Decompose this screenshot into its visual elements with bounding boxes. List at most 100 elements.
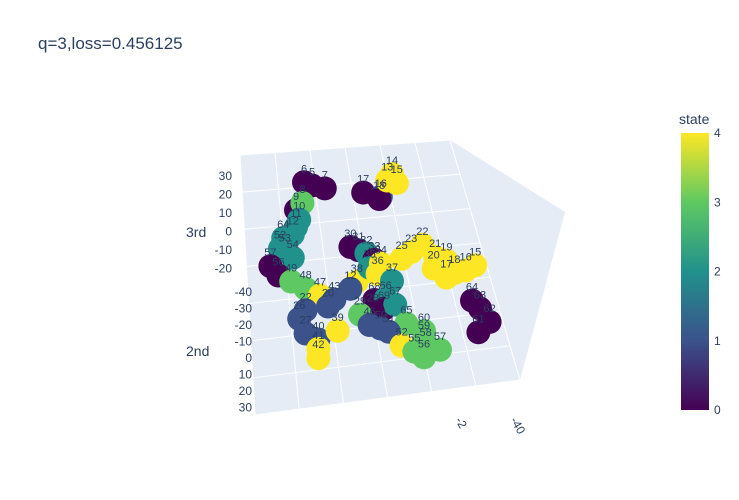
y-tick-label: 20 (239, 384, 253, 398)
data-point (367, 187, 392, 211)
point-label: 28 (367, 292, 379, 304)
point-label: 63 (474, 289, 486, 301)
point-label: 35 (363, 249, 375, 261)
point-label: 60 (418, 312, 430, 324)
z-tick-label: -20 (215, 262, 233, 276)
point-label: 59 (418, 320, 430, 332)
point-label: 10 (293, 201, 305, 213)
point-label: 11 (290, 208, 301, 220)
point-label: 46 (363, 306, 375, 318)
point-label: 51 (383, 313, 395, 325)
y-tick-label: -30 (235, 302, 253, 316)
x-tick-label: -2 (452, 415, 470, 432)
point-label: 57 (434, 331, 446, 343)
data-point (325, 318, 350, 343)
point-label: 15 (469, 246, 481, 258)
point-label: 50 (375, 310, 387, 322)
point-label: 22 (299, 291, 311, 303)
y-tick-label: -20 (235, 318, 253, 332)
point-label: 29 (354, 296, 366, 308)
point-label: 25 (395, 240, 407, 252)
point-label: 13 (381, 162, 393, 174)
point-label: 56 (418, 338, 430, 350)
point-label: 21 (429, 238, 441, 250)
point-label: 54 (287, 239, 299, 251)
floor-pane (255, 140, 565, 415)
point-label: 53 (279, 232, 291, 244)
point-label: 37 (386, 262, 398, 274)
colorbar-ticks: 0 1 2 3 4 (714, 126, 721, 417)
data-point (384, 171, 409, 196)
point-label: 26 (293, 300, 305, 312)
point-label: 57 (264, 247, 276, 259)
colorbar-tick-label: 2 (714, 265, 721, 279)
point-label: 12 (287, 216, 299, 228)
point-label: 48 (299, 270, 311, 282)
point-label: 8 (299, 184, 305, 196)
point-label: 18 (373, 180, 385, 192)
point-label: 36 (371, 255, 383, 267)
point-label: 27 (299, 315, 311, 327)
data-point (412, 345, 436, 370)
point-label: 52 (395, 327, 407, 339)
data-point (389, 246, 414, 271)
colorbar-tick-label: 3 (714, 195, 721, 209)
point-label: 16 (375, 178, 387, 190)
point-label: 5 (309, 166, 315, 178)
point-label: 12 (344, 270, 356, 282)
colorbar-tick-label: 1 (714, 334, 721, 348)
z-tick-label: -10 (215, 243, 233, 257)
point-label: 22 (416, 226, 428, 238)
point-label: 17 (357, 174, 369, 186)
point-label: 47 (314, 277, 326, 289)
point-label: 52 (274, 230, 286, 242)
point-label: 20 (322, 288, 334, 300)
point-label: 69 (378, 290, 390, 302)
colorbar-tick-label: 4 (714, 126, 721, 140)
point-label: 43 (328, 281, 340, 293)
y-tick-label: 30 (239, 401, 253, 415)
point-label: 23 (405, 233, 417, 245)
point-label: 64 (277, 219, 289, 231)
point-label: 16 (459, 251, 471, 263)
y-axis-title: 2nd (186, 343, 209, 359)
y-tick-label: -40 (235, 285, 253, 299)
point-label: 30 (344, 228, 356, 240)
data-point (306, 346, 331, 371)
point-label: 66 (379, 280, 391, 292)
z-tick-label: 20 (219, 188, 233, 202)
point-label: 61 (472, 313, 484, 325)
point-label: 56 (272, 257, 284, 269)
point-label: 42 (312, 339, 324, 351)
point-label: 18 (448, 254, 460, 266)
data-point (463, 253, 488, 278)
point-label: 39 (331, 312, 343, 324)
z-tick-label: 30 (219, 169, 233, 183)
y-tick-label: 10 (239, 368, 253, 382)
data-point (434, 265, 459, 290)
data-point (280, 245, 305, 270)
colorbar-title: state (679, 111, 710, 127)
point-label: 34 (375, 245, 387, 257)
point-label: 58 (419, 327, 431, 339)
point-label: 55 (408, 333, 420, 345)
gridline (239, 154, 256, 416)
data-point (466, 320, 491, 345)
point-label: 17 (440, 259, 452, 271)
point-label: 9 (293, 191, 299, 203)
point-label: 19 (440, 242, 452, 254)
data-point (312, 176, 337, 201)
point-label: 15 (391, 164, 403, 176)
point-label: 38 (351, 263, 363, 275)
point-label: 32 (360, 234, 372, 246)
colorbar (681, 133, 709, 410)
x-tick-label: -40 (507, 415, 528, 437)
point-label: 62 (483, 303, 495, 315)
data-point (316, 294, 340, 319)
point-label: 64 (466, 282, 478, 294)
point-label: 14 (386, 155, 398, 167)
axis-ticks: 3020100-10-20-40-30-20-100102030-40-23rd… (186, 169, 528, 437)
chart-title: q=3,loss=0.456125 (38, 34, 183, 53)
point-label: 41 (312, 330, 324, 342)
